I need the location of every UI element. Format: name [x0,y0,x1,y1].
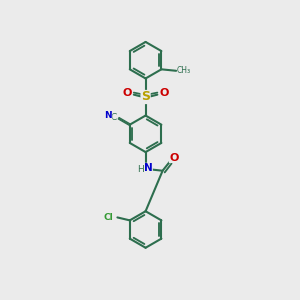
Text: Cl: Cl [103,213,113,222]
Text: CH₃: CH₃ [177,66,191,75]
Text: N: N [144,163,152,173]
Text: O: O [169,153,178,163]
Text: O: O [122,88,131,98]
Text: S: S [141,91,150,103]
Text: H: H [137,165,144,174]
Text: O: O [160,88,169,98]
Text: C: C [111,112,117,122]
Text: N: N [104,111,112,120]
